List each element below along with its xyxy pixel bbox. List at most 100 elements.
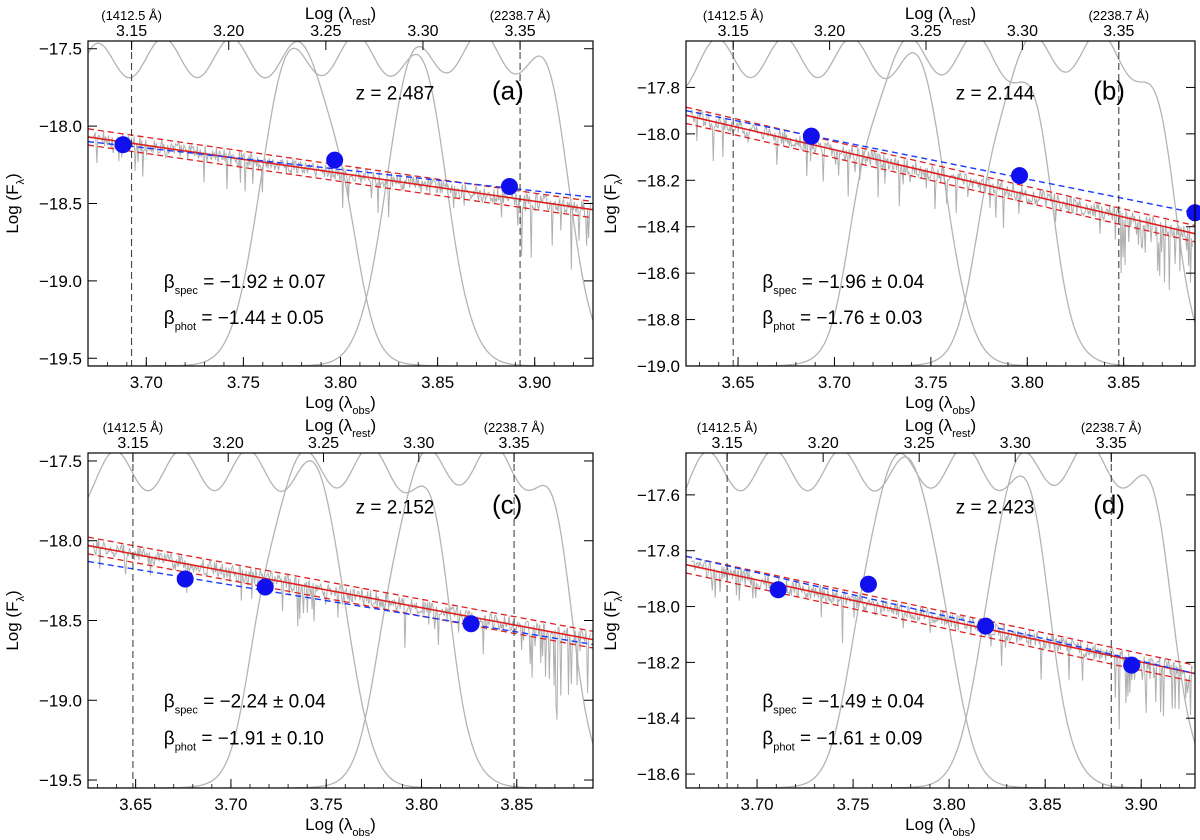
y-tick-label: −17.8 bbox=[637, 78, 680, 97]
y-axis-title: Log (Fλ) bbox=[601, 590, 625, 650]
x-tick-label: 3.70 bbox=[741, 795, 774, 814]
top-tick-label: 3.30 bbox=[407, 23, 438, 40]
panel-label: (c) bbox=[492, 489, 522, 519]
y-tick-label: −18.6 bbox=[637, 264, 680, 283]
chart-panel-d: 3.70 3.75 3.80 3.85 3.90 3.15 3.20 3.25 3.30 3.35… bbox=[601, 416, 1196, 839]
photometry-point-1 bbox=[802, 127, 820, 145]
rest-wavelength-label: (1412.5 Å) bbox=[103, 420, 164, 435]
redshift-label: z = 2.152 bbox=[356, 497, 435, 518]
rest-wavelength-label: (1412.5 Å) bbox=[697, 420, 758, 435]
chart-panel-a: 3.70 3.75 3.80 3.85 3.90 3.15 3.20 3.25 3.30 3.35… bbox=[3, 4, 594, 417]
top-tick-label: 3.25 bbox=[910, 23, 941, 40]
spectrum-line bbox=[92, 131, 591, 270]
x-tick-label: 3.80 bbox=[324, 373, 357, 392]
spec-fit-line bbox=[88, 544, 593, 641]
top-tick-label: 3.30 bbox=[1007, 23, 1038, 40]
rest-wavelength-label: (2238.7 Å) bbox=[1088, 8, 1149, 23]
spec-fit-lower bbox=[88, 553, 593, 649]
y-tick-label: −19.0 bbox=[39, 272, 82, 291]
filter-curve-3 bbox=[686, 41, 1195, 366]
phot-fit-line bbox=[88, 560, 593, 646]
photometry-point-2 bbox=[859, 575, 877, 593]
x-tick-label: 3.80 bbox=[405, 795, 438, 814]
y-tick-label: −18.0 bbox=[39, 117, 82, 136]
y-tick-label: −18.8 bbox=[637, 311, 680, 330]
photometry-point-1 bbox=[769, 581, 787, 599]
x-axis-title: Log (λobs) bbox=[905, 815, 976, 839]
top-tick-label: 3.15 bbox=[712, 435, 743, 452]
plot-frame bbox=[685, 452, 1196, 789]
x-tick-label: 3.70 bbox=[818, 373, 851, 392]
top-tick-label: 3.35 bbox=[1103, 23, 1134, 40]
spec-fit-lower bbox=[88, 144, 593, 219]
top-tick-label: 3.25 bbox=[904, 435, 935, 452]
x-tick-label: 3.80 bbox=[1011, 373, 1044, 392]
x-tick-label: 3.85 bbox=[421, 373, 454, 392]
filter-curve-1 bbox=[88, 453, 593, 788]
x-tick-label: 3.75 bbox=[227, 373, 260, 392]
panel-label: (a) bbox=[492, 76, 524, 106]
filter-curve-3 bbox=[686, 453, 1195, 788]
rest-wavelength-label: (2238.7 Å) bbox=[1081, 420, 1142, 435]
plot-area bbox=[686, 41, 1195, 366]
top-tick-label: 3.15 bbox=[116, 23, 147, 40]
plot-frame bbox=[685, 40, 1196, 367]
chart-panel-b: 3.65 3.70 3.75 3.80 3.85 3.15 3.20 3.25 3.30 3.35… bbox=[601, 4, 1200, 417]
top-tick-label: 3.35 bbox=[499, 435, 530, 452]
y-tick-label: −17.5 bbox=[39, 452, 82, 471]
beta-spec-label: βspec = −2.24 ± 0.04 bbox=[164, 692, 326, 717]
y-tick-label: −19.5 bbox=[39, 771, 82, 790]
y-tick-label: −18.2 bbox=[637, 171, 680, 190]
x-tick-label: 3.75 bbox=[837, 795, 870, 814]
panel-label: (d) bbox=[1093, 489, 1125, 519]
spec-fit-line bbox=[88, 136, 593, 211]
top-tick-label: 3.30 bbox=[403, 435, 434, 452]
photometry-point-4 bbox=[1123, 656, 1141, 674]
photometry-point-2 bbox=[1011, 167, 1029, 185]
x-tick-label: 3.85 bbox=[1107, 373, 1140, 392]
x-tick-label: 3.90 bbox=[1125, 795, 1158, 814]
y-tick-label: −19.0 bbox=[637, 357, 680, 376]
top-tick-label: 3.15 bbox=[718, 23, 749, 40]
x-tick-label: 3.65 bbox=[119, 795, 152, 814]
filter-curve-3 bbox=[88, 453, 593, 788]
spec-fit-upper bbox=[686, 106, 1195, 227]
y-tick-label: −19.0 bbox=[39, 691, 82, 710]
top-axis-title: Log (λrest) bbox=[305, 416, 376, 440]
top-axis-title: Log (λrest) bbox=[905, 4, 976, 28]
spectrum-line bbox=[690, 108, 1193, 291]
panel-label: (b) bbox=[1093, 76, 1125, 106]
x-axis-title: Log (λobs) bbox=[305, 393, 376, 417]
phot-fit-line bbox=[686, 109, 1195, 214]
rest-wavelength-label: (2238.7 Å) bbox=[490, 8, 551, 23]
top-tick-label: 3.20 bbox=[814, 23, 845, 40]
y-axis-title: Log (Fλ) bbox=[601, 173, 625, 233]
spec-fit-line bbox=[686, 563, 1195, 675]
photometry-point-2 bbox=[326, 151, 344, 169]
y-tick-label: −18.2 bbox=[637, 653, 680, 672]
beta-phot-label: βphot = −1.61 ± 0.09 bbox=[762, 728, 922, 753]
beta-spec-label: βspec = −1.96 ± 0.04 bbox=[762, 272, 924, 297]
top-tick-label: 3.15 bbox=[117, 435, 148, 452]
filter-curve-3 bbox=[88, 41, 593, 366]
beta-phot-label: βphot = −1.44 ± 0.05 bbox=[164, 308, 324, 333]
x-tick-label: 3.90 bbox=[518, 373, 551, 392]
y-tick-label: −18.4 bbox=[637, 709, 680, 728]
top-tick-label: 3.35 bbox=[504, 23, 535, 40]
x-tick-label: 3.75 bbox=[310, 795, 343, 814]
chart-panel-c: 3.65 3.70 3.75 3.80 3.85 3.15 3.20 3.25 3.30 3.35… bbox=[3, 416, 594, 839]
y-axis-title: Log (Fλ) bbox=[3, 173, 27, 233]
beta-spec-label: βspec = −1.49 ± 0.04 bbox=[762, 692, 924, 717]
y-tick-label: −17.6 bbox=[637, 486, 680, 505]
x-tick-label: 3.85 bbox=[1029, 795, 1062, 814]
filter-curve-1 bbox=[686, 41, 1195, 366]
top-tick-label: 3.20 bbox=[213, 23, 244, 40]
y-tick-label: −18.5 bbox=[39, 612, 82, 631]
top-tick-label: 3.35 bbox=[1096, 435, 1127, 452]
photometry-point-3 bbox=[462, 615, 480, 633]
rest-wavelength-label: (1412.5 Å) bbox=[101, 8, 162, 23]
y-tick-label: −18.4 bbox=[637, 218, 680, 237]
top-tick-label: 3.25 bbox=[308, 435, 339, 452]
x-tick-label: 3.80 bbox=[933, 795, 966, 814]
spec-fit-upper bbox=[686, 555, 1195, 666]
